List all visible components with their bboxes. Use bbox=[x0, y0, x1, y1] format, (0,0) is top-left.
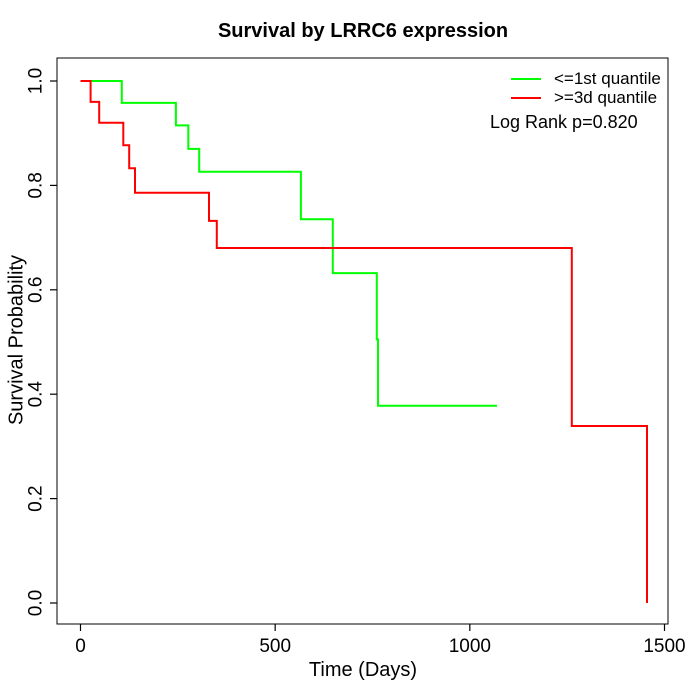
legend-line-red bbox=[511, 96, 541, 99]
y-axis-label: Survival Probability bbox=[5, 254, 28, 426]
y-tick-label: 0.2 bbox=[26, 485, 47, 511]
y-tick-label: 0.0 bbox=[26, 590, 47, 616]
y-tick-label: 0.8 bbox=[26, 172, 47, 198]
logrank-pvalue-text: Log Rank p=0.820 bbox=[490, 112, 638, 132]
km-curve-red bbox=[80, 80, 648, 603]
x-tick-label: 1000 bbox=[449, 636, 491, 657]
x-tick-label: 1500 bbox=[643, 636, 685, 657]
legend-item-third-quantile: >=3d quantile bbox=[511, 87, 661, 108]
km-curve-green bbox=[80, 80, 498, 407]
legend-line-green bbox=[511, 78, 541, 81]
x-tick-label: 500 bbox=[259, 636, 291, 657]
legend-item-first-quantile: <=1st quantile bbox=[511, 69, 661, 89]
plot-box bbox=[56, 57, 669, 625]
legend-label-third-quantile: >=3d quantile bbox=[554, 87, 658, 107]
x-tick-label: 0 bbox=[75, 636, 86, 657]
y-tick-label: 0.6 bbox=[26, 277, 47, 303]
legend-label-first-quantile: <=1st quantile bbox=[554, 69, 661, 89]
chart-title: Survival by LRRC6 expression bbox=[217, 20, 509, 42]
legend: <=1st quantile >=3d quantile bbox=[511, 69, 661, 108]
y-tick-label: 1.0 bbox=[26, 68, 47, 94]
y-tick-label: 0.4 bbox=[26, 381, 47, 408]
x-axis-label: Time (Days) bbox=[308, 659, 418, 681]
